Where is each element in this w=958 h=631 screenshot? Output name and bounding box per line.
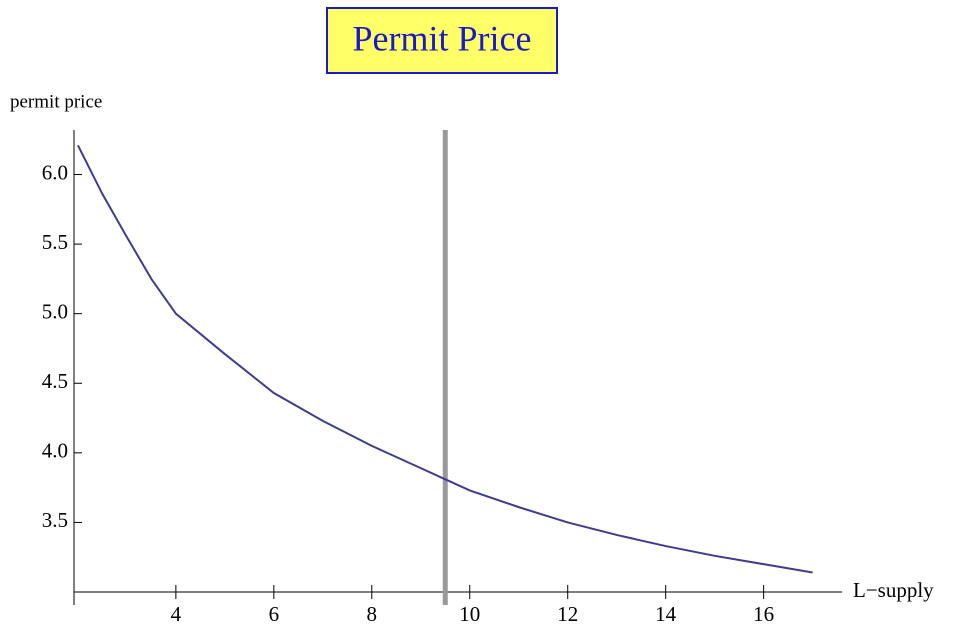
x-tick-label: 8 — [367, 602, 378, 626]
x-tick-label: 10 — [459, 602, 480, 626]
y-tick-label: 4.0 — [42, 439, 68, 463]
x-tick-label: 6 — [269, 602, 280, 626]
x-axis-label: L−supply — [853, 578, 934, 602]
title-box — [326, 7, 558, 74]
x-tick-label: 16 — [753, 602, 774, 626]
y-tick-label: 5.5 — [42, 230, 68, 254]
x-tick-label: 14 — [655, 602, 677, 626]
y-tick-label: 5.0 — [42, 299, 68, 323]
chart-title: Permit Price — [353, 18, 532, 58]
x-tick-label: 4 — [171, 602, 182, 626]
x-tick-label: 12 — [557, 602, 578, 626]
y-axis-label: permit price — [10, 91, 102, 112]
y-tick-label: 6.0 — [42, 160, 68, 184]
line-series — [77, 144, 813, 574]
y-tick-label: 4.5 — [42, 369, 68, 393]
y-tick-label: 3.5 — [42, 508, 68, 532]
